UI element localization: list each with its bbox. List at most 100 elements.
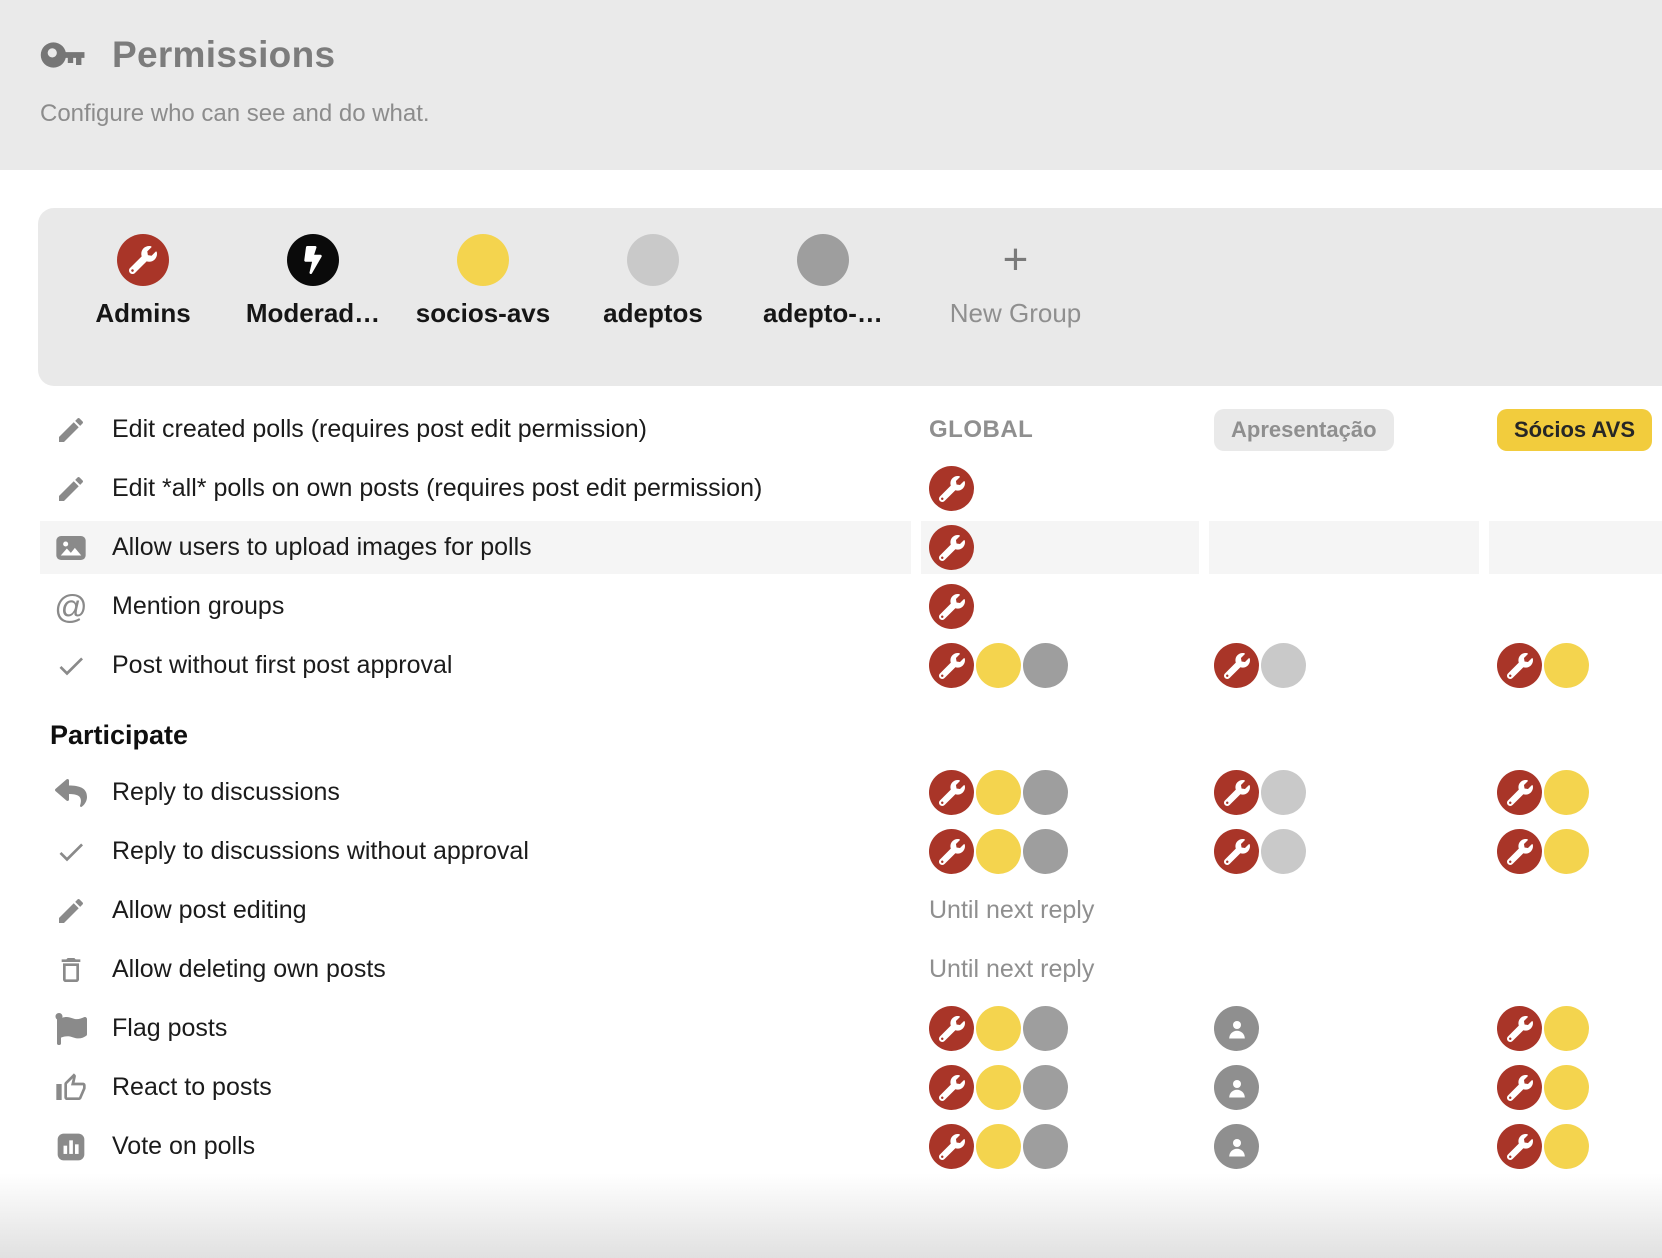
permission-cell-tag <box>1489 822 1662 881</box>
new-group-button[interactable]: + New Group <box>908 234 1123 329</box>
permission-badge-socios[interactable] <box>976 829 1021 874</box>
permission-cell-global <box>921 577 1199 636</box>
permission-label-cell: Reply to discussions <box>40 763 911 822</box>
permission-row: Allow deleting own posts Until next reply <box>40 940 1662 999</box>
group-item-adeptos[interactable]: adeptos <box>568 234 738 329</box>
permission-cell-tag <box>1489 459 1662 518</box>
column-header-tag-chip[interactable]: Sócios AVS <box>1497 408 1653 451</box>
permission-label: Flag posts <box>112 1014 228 1042</box>
permission-label: Reply to discussions without approval <box>112 837 529 865</box>
permission-cell-global: GLOBAL <box>921 400 1199 459</box>
permission-badge-everyone[interactable] <box>1214 1006 1259 1051</box>
permission-badge-socios[interactable] <box>976 770 1021 815</box>
permission-badge-admins[interactable] <box>1214 829 1259 874</box>
permission-label: Allow post editing <box>112 896 307 924</box>
permission-cell-category <box>1209 940 1479 999</box>
permission-label: Edit created polls (requires post edit p… <box>112 415 647 443</box>
permission-cell-tag <box>1489 518 1662 577</box>
permission-label-cell: Allow post editing <box>40 881 911 940</box>
trash-icon <box>55 954 87 986</box>
permission-badge-socios[interactable] <box>1544 643 1589 688</box>
permission-badge-admins[interactable] <box>929 643 974 688</box>
plus-icon: + <box>1002 235 1029 284</box>
pencil-icon <box>55 895 87 927</box>
group-item-admins[interactable]: Admins <box>58 234 228 329</box>
group-item-label: Moderad… <box>245 298 381 328</box>
permission-cell-category <box>1209 459 1479 518</box>
page-subtitle: Configure who can see and do what. <box>40 100 430 127</box>
permission-badge-everyone[interactable] <box>1214 1124 1259 1169</box>
permission-label-cell: React to posts <box>40 1058 911 1117</box>
permission-badge-adepto[interactable] <box>1023 1065 1068 1110</box>
permission-cell-category <box>1209 1058 1479 1117</box>
permission-badge-admins[interactable] <box>929 829 974 874</box>
permission-cell-category <box>1209 881 1479 940</box>
permission-row: Edit *all* polls on own posts (requires … <box>40 459 1662 518</box>
permission-badge-adepto[interactable] <box>1023 1006 1068 1051</box>
permission-label-cell: Allow users to upload images for polls <box>40 518 911 577</box>
permission-badge-admins[interactable] <box>929 1006 974 1051</box>
permission-row: Vote on polls <box>40 1117 1662 1176</box>
permission-badge-admins[interactable] <box>1497 770 1542 815</box>
permission-badge-admins[interactable] <box>929 525 974 570</box>
permission-badge-socios[interactable] <box>1544 1065 1589 1110</box>
permission-badge-admins[interactable] <box>1214 770 1259 815</box>
column-header-category-chip[interactable]: Apresentação <box>1214 408 1394 451</box>
permission-badge-adeptos[interactable] <box>1261 770 1306 815</box>
permission-duration-value[interactable]: Until next reply <box>929 955 1095 983</box>
permission-badge-admins[interactable] <box>929 1124 974 1169</box>
permission-badge-admins[interactable] <box>1497 643 1542 688</box>
permission-label: React to posts <box>112 1073 272 1101</box>
permission-cell-global <box>921 1058 1199 1117</box>
permission-badge-socios[interactable] <box>976 1124 1021 1169</box>
permission-badge-admins[interactable] <box>1497 829 1542 874</box>
group-item-moderad[interactable]: Moderad… <box>228 234 398 329</box>
group-avatar <box>457 234 509 286</box>
permission-badge-admins[interactable] <box>929 584 974 629</box>
permission-label-cell: @ Mention groups <box>40 577 911 636</box>
permission-badge-admins[interactable] <box>1497 1006 1542 1051</box>
group-item-label: adeptos <box>603 298 703 328</box>
permission-badge-adepto[interactable] <box>1023 643 1068 688</box>
permission-cell-category <box>1209 822 1479 881</box>
page-title: Permissions <box>112 34 336 75</box>
image-icon <box>55 532 87 564</box>
permission-badge-admins[interactable] <box>1497 1124 1542 1169</box>
reply-icon <box>55 777 87 809</box>
permission-badge-adepto[interactable] <box>1023 829 1068 874</box>
permission-row: Edit created polls (requires post edit p… <box>40 400 1662 459</box>
group-selector-items: Admins Moderad… socios-avs adeptos adept… <box>58 234 908 329</box>
permission-badge-socios[interactable] <box>976 1006 1021 1051</box>
permission-badge-admins[interactable] <box>1214 643 1259 688</box>
group-item-label: adepto-… <box>763 298 883 328</box>
permission-badge-admins[interactable] <box>929 466 974 511</box>
permission-label: Mention groups <box>112 592 285 620</box>
permission-badge-socios[interactable] <box>1544 1006 1589 1051</box>
at-icon: @ <box>54 588 88 625</box>
check-icon <box>55 836 87 868</box>
group-selector: Admins Moderad… socios-avs adeptos adept… <box>38 208 1662 386</box>
section-header: Participate <box>40 695 1662 763</box>
permission-badge-socios[interactable] <box>976 643 1021 688</box>
permission-label-cell: Reply to discussions without approval <box>40 822 911 881</box>
group-item-socios-avs[interactable]: socios-avs <box>398 234 568 329</box>
permission-badge-adeptos[interactable] <box>1261 829 1306 874</box>
permission-badge-socios[interactable] <box>976 1065 1021 1110</box>
permission-badge-admins[interactable] <box>1497 1065 1542 1110</box>
permission-badge-socios[interactable] <box>1544 1124 1589 1169</box>
permission-badge-socios[interactable] <box>1544 770 1589 815</box>
permission-cell-global: Until next reply <box>921 940 1199 999</box>
permission-badge-admins[interactable] <box>929 770 974 815</box>
permission-cell-category <box>1209 518 1479 577</box>
permission-badge-adepto[interactable] <box>1023 770 1068 815</box>
permission-badge-adeptos[interactable] <box>1261 643 1306 688</box>
group-item-adepto[interactable]: adepto-… <box>738 234 908 329</box>
permission-badge-adepto[interactable] <box>1023 1124 1068 1169</box>
permission-badge-admins[interactable] <box>929 1065 974 1110</box>
permission-badge-socios[interactable] <box>1544 829 1589 874</box>
permission-cell-global <box>921 636 1199 695</box>
permission-duration-value[interactable]: Until next reply <box>929 896 1095 924</box>
permission-badge-everyone[interactable] <box>1214 1065 1259 1110</box>
wrench-icon <box>117 234 169 286</box>
permission-label: Reply to discussions <box>112 778 340 806</box>
